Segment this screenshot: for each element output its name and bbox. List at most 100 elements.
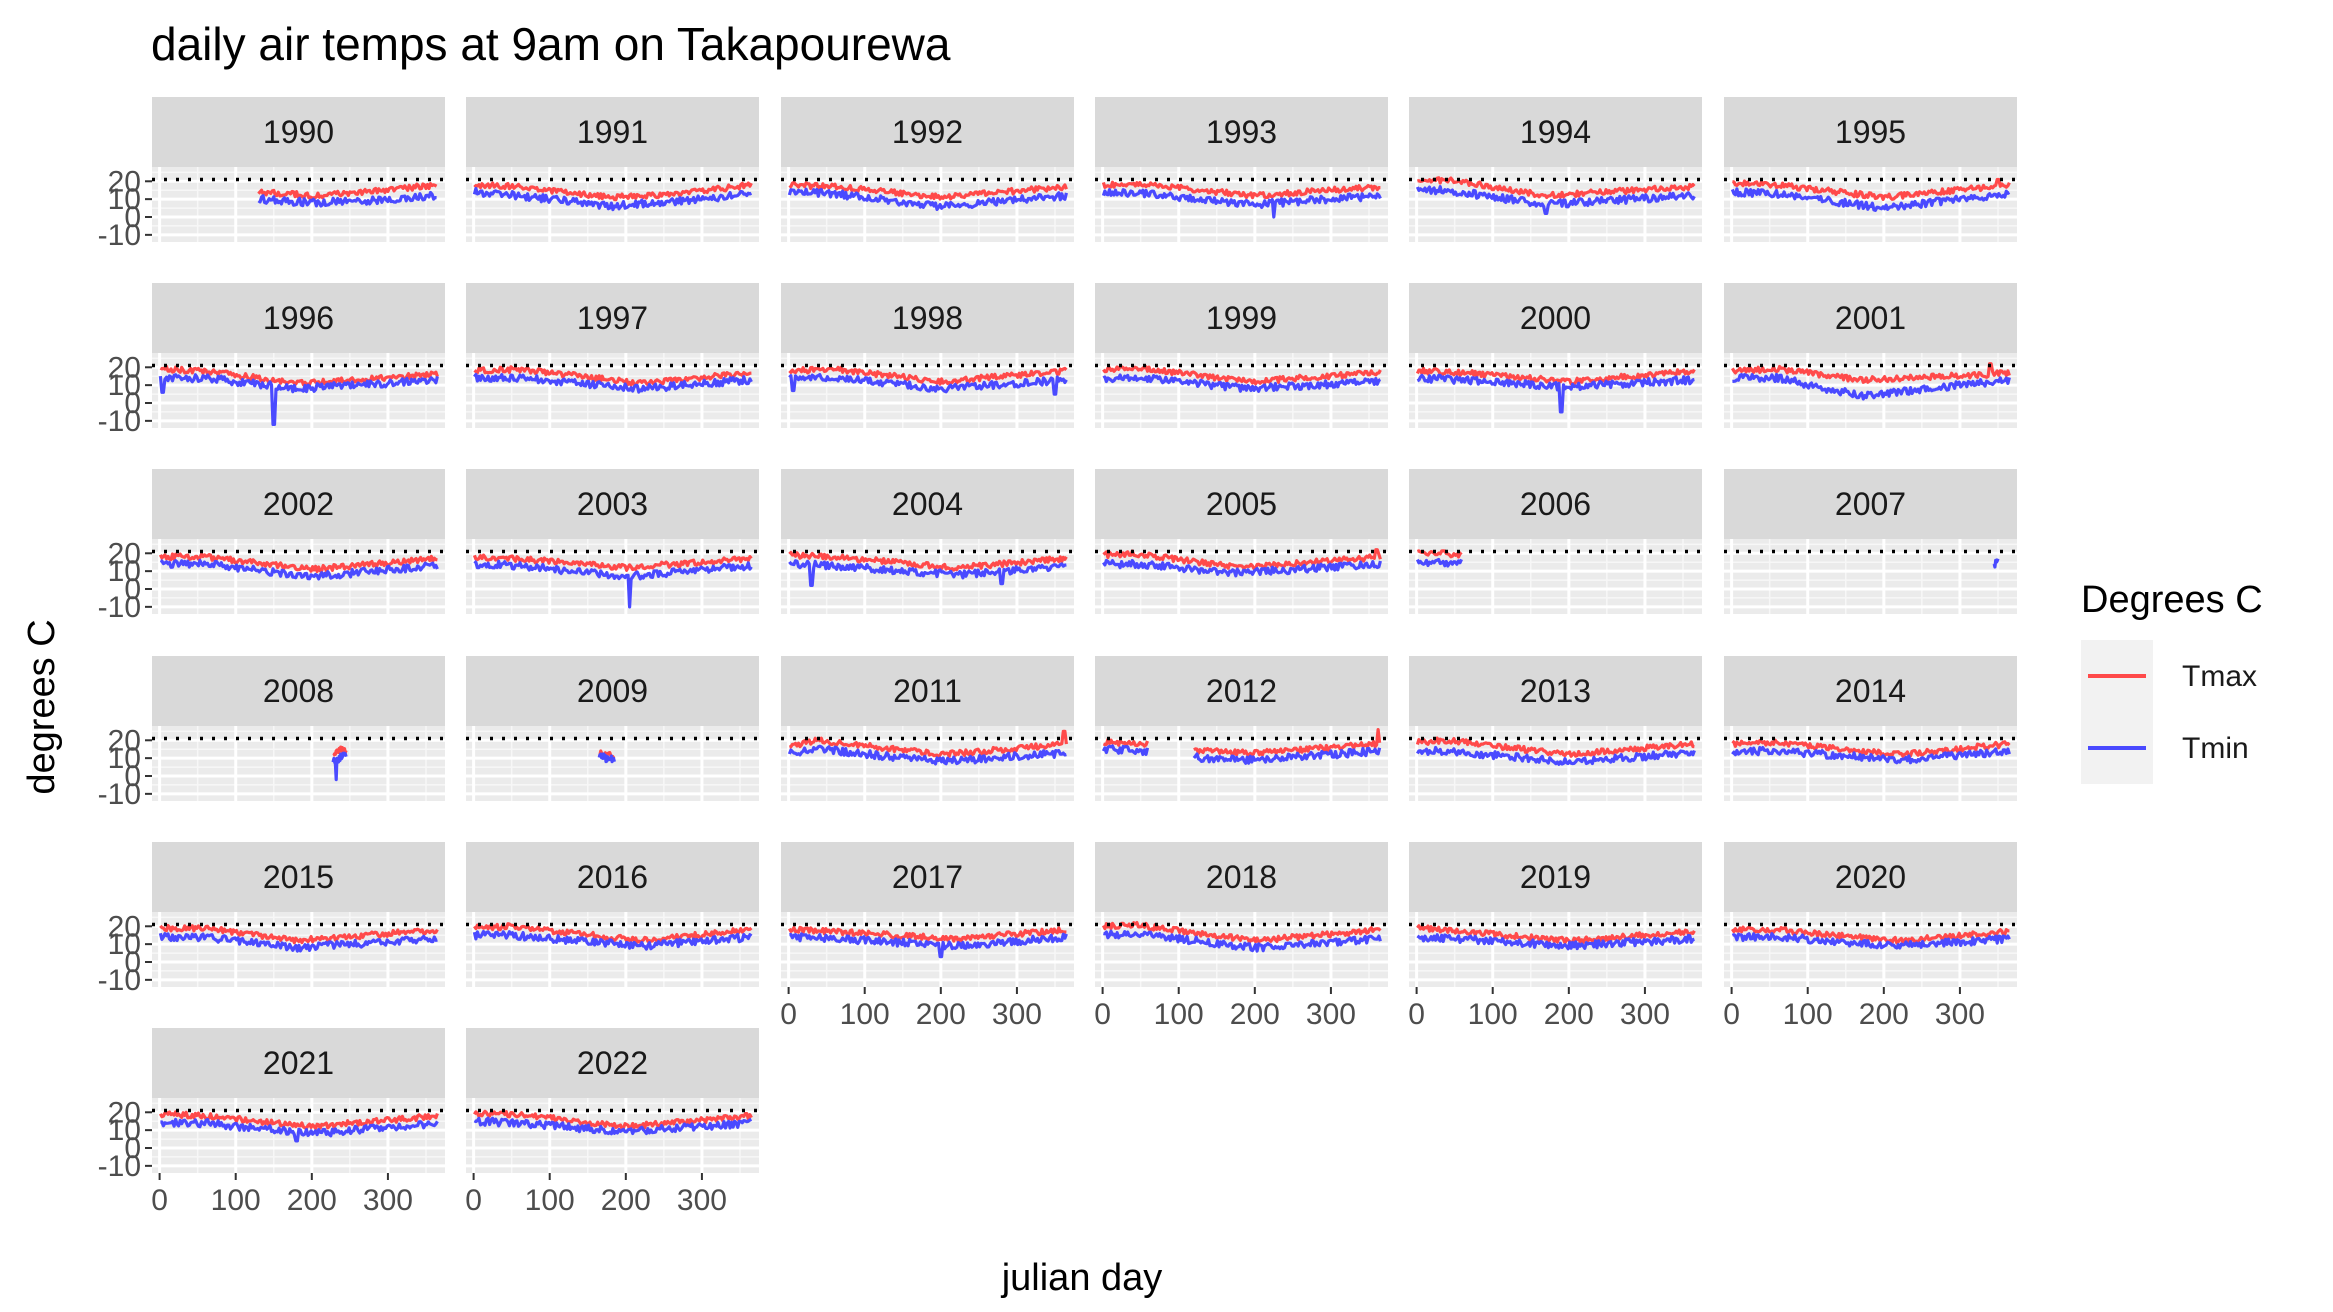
series-line-tmin-1993 — [1101, 188, 1382, 219]
panel-1992: 1992 — [781, 97, 1074, 242]
series-line-tmin-2020 — [1731, 932, 2011, 950]
series-line-tmin-2003 — [473, 559, 753, 609]
x-tick-label: 300 — [677, 1184, 727, 1217]
strip-label-2013: 2013 — [1520, 673, 1591, 709]
series-line-tmin-2007 — [1992, 558, 2000, 569]
y-tick-label: 0 — [124, 1132, 141, 1165]
y-tick-label: -10 — [98, 405, 141, 438]
strip-2009 — [466, 656, 759, 726]
panel-1994: 1994 — [1409, 97, 1702, 242]
strip-2021 — [152, 1028, 445, 1098]
series-line-tmax-1990 — [257, 182, 438, 200]
strip-1991 — [466, 97, 759, 167]
y-tick-label: 10 — [108, 555, 141, 588]
series-line-tmax-2001 — [1731, 362, 2011, 384]
y-tick-label: 0 — [124, 573, 141, 606]
series-line-tmax-2012 — [1102, 728, 1382, 757]
x-tick-label: 0 — [151, 1184, 168, 1217]
strip-2013 — [1409, 656, 1702, 726]
panel-2022: 2022 0 100 200 300 — [465, 1028, 759, 1217]
strip-2006 — [1409, 469, 1702, 539]
strip-label-2016: 2016 — [577, 859, 648, 895]
strip-2017 — [781, 842, 1074, 912]
y-tick-label: 10 — [108, 928, 141, 961]
series-line-tmax-1999 — [1102, 365, 1382, 386]
strip-1990 — [152, 97, 445, 167]
series-line-tmin-1992 — [787, 187, 1068, 211]
legend-entry-tmax: Tmax — [2182, 660, 2257, 693]
series-line-tmin-1995 — [1730, 187, 2011, 212]
series-line-tmin-1994 — [1415, 185, 1696, 215]
panel-2000: 2000 — [1409, 283, 1702, 428]
strip-label-2008: 2008 — [263, 673, 334, 709]
strip-label-2003: 2003 — [577, 486, 648, 522]
strip-2004 — [781, 469, 1074, 539]
series-line-tmax-1996 — [159, 364, 439, 387]
x-tick-label: 300 — [1935, 998, 1985, 1031]
x-tick-label: 0 — [465, 1184, 482, 1217]
y-tick-label: 0 — [124, 201, 141, 234]
y-tick-label: 20 — [108, 537, 141, 570]
y-tick-label: 20 — [108, 1096, 141, 1129]
strip-2003 — [466, 469, 759, 539]
strip-label-2007: 2007 — [1835, 486, 1906, 522]
y-tick-label: 20 — [108, 351, 141, 384]
y-tick-label: 0 — [124, 760, 141, 793]
strip-label-2019: 2019 — [1520, 859, 1591, 895]
strip-label-2018: 2018 — [1206, 859, 1277, 895]
strip-2008 — [152, 656, 445, 726]
panel-1993: 1993 — [1095, 97, 1388, 242]
series-line-tmin-2017 — [789, 932, 1068, 959]
series-line-tmin-2011 — [787, 744, 1067, 766]
y-tick-label: 20 — [108, 724, 141, 757]
strip-2005 — [1095, 469, 1388, 539]
strip-label-2017: 2017 — [892, 859, 963, 895]
y-tick-label: 0 — [124, 946, 141, 979]
legend-title: Degrees C — [2081, 579, 2263, 621]
strip-2001 — [1724, 283, 2017, 353]
panel-2017: 2017 0 100 200 300 — [780, 842, 1074, 1031]
strip-label-2011: 2011 — [893, 673, 962, 709]
strip-label-1991: 1991 — [577, 114, 648, 150]
panel-1999: 1999 — [1095, 283, 1388, 428]
x-tick-label: 0 — [1094, 998, 1111, 1031]
series-line-tmin-2009 — [597, 752, 616, 764]
y-tick-label: -10 — [98, 1150, 141, 1183]
strip-label-2020: 2020 — [1835, 859, 1906, 895]
strip-1997 — [466, 283, 759, 353]
series-line-tmax-2019 — [1416, 924, 1696, 945]
x-tick-label: 300 — [1306, 998, 1356, 1031]
strip-2007 — [1724, 469, 2017, 539]
strip-2000 — [1409, 283, 1702, 353]
strip-label-1992: 1992 — [892, 114, 963, 150]
strip-label-2021: 2021 — [263, 1045, 334, 1081]
x-axis-title: julian day — [1001, 1257, 1163, 1299]
series-line-tmax-2020 — [1731, 925, 2010, 945]
panel-1995: 1995 — [1724, 97, 2017, 242]
strip-2018 — [1095, 842, 1388, 912]
strip-label-1990: 1990 — [263, 114, 334, 150]
panel-2018: 2018 0 100 200 300 — [1094, 842, 1388, 1031]
x-tick-label: 0 — [1723, 998, 1740, 1031]
series-line-tmax-1994 — [1416, 176, 1696, 200]
y-tick-label: -10 — [98, 964, 141, 997]
series-line-tmin-1998 — [788, 373, 1068, 396]
x-tick-label: 200 — [1544, 998, 1594, 1031]
series-line-tmax-2004 — [788, 550, 1068, 572]
panel-2001: 2001 — [1724, 283, 2017, 428]
strip-label-2002: 2002 — [263, 486, 334, 522]
strip-label-2015: 2015 — [263, 859, 334, 895]
x-tick-label: 0 — [780, 998, 797, 1031]
series-line-tmin-1990 — [257, 190, 437, 208]
series-line-tmin-2012 — [1101, 744, 1382, 765]
series-line-tmax-2018 — [1101, 921, 1382, 944]
series-line-tmax-2016 — [473, 922, 753, 944]
x-tick-label: 300 — [1620, 998, 1670, 1031]
series-line-tmin-2008 — [331, 751, 348, 782]
series-line-tmax-1997 — [473, 365, 752, 387]
series-line-tmax-2003 — [472, 553, 753, 572]
